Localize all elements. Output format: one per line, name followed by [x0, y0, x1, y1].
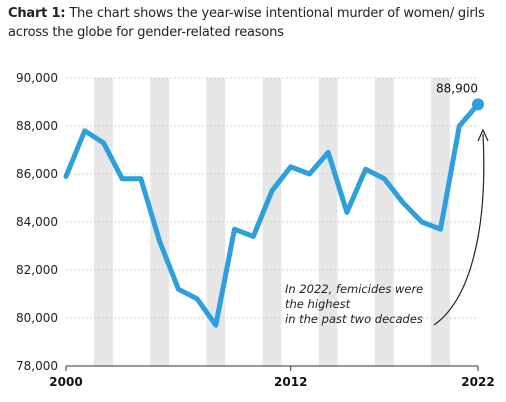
y-tick-label: 90,000	[16, 71, 58, 85]
y-tick-label: 82,000	[16, 263, 58, 277]
y-tick-label: 84,000	[16, 215, 58, 229]
data-point	[307, 172, 311, 176]
data-point	[270, 189, 274, 193]
x-axis: 2000 2012 2022	[49, 365, 495, 389]
data-point	[64, 174, 68, 178]
series-line	[63, 98, 484, 328]
chart-title-prefix: Chart 1:	[8, 6, 66, 21]
annotation-line: In 2022, femicides were	[285, 282, 423, 296]
data-point	[364, 167, 368, 171]
data-point	[382, 177, 386, 181]
y-tick-label: 88,000	[16, 119, 58, 133]
band	[375, 78, 394, 366]
data-point	[195, 297, 199, 301]
data-point	[139, 177, 143, 181]
y-tick-label: 86,000	[16, 167, 58, 181]
annotation-line: the highest	[285, 297, 351, 311]
data-point	[439, 227, 443, 231]
data-point	[101, 141, 105, 145]
data-point	[326, 150, 330, 154]
data-point	[457, 124, 461, 128]
band	[318, 78, 338, 366]
data-point	[158, 239, 162, 243]
y-tick-label: 78,000	[16, 359, 58, 373]
y-axis: 78,000 80,000 82,000 84,000 86,000 88,000 90,0…	[16, 71, 58, 373]
data-point	[233, 227, 237, 231]
data-point	[251, 234, 255, 238]
chart-title: Chart 1: The chart shows the year-wise i…	[8, 4, 498, 42]
highlight-point	[472, 98, 484, 111]
annotation-line: in the past two decades	[285, 312, 423, 326]
data-point	[176, 287, 180, 291]
data-point	[401, 201, 405, 205]
chart-title-text: The chart shows the year-wise intentiona…	[8, 6, 485, 40]
y-tick-label: 80,000	[16, 311, 58, 325]
x-tick-label: 2000	[49, 375, 82, 389]
data-point	[120, 177, 124, 181]
data-point	[420, 220, 424, 224]
data-point	[83, 129, 87, 133]
highlight-value-label: 88,900	[436, 81, 478, 95]
data-point	[345, 210, 349, 214]
x-tick-label: 2022	[461, 375, 494, 389]
data-point	[214, 323, 218, 327]
annotation-arrow	[433, 133, 485, 326]
data-point	[289, 165, 293, 169]
x-tick-label: 2012	[274, 375, 307, 389]
annotation-arrowhead	[477, 128, 489, 142]
